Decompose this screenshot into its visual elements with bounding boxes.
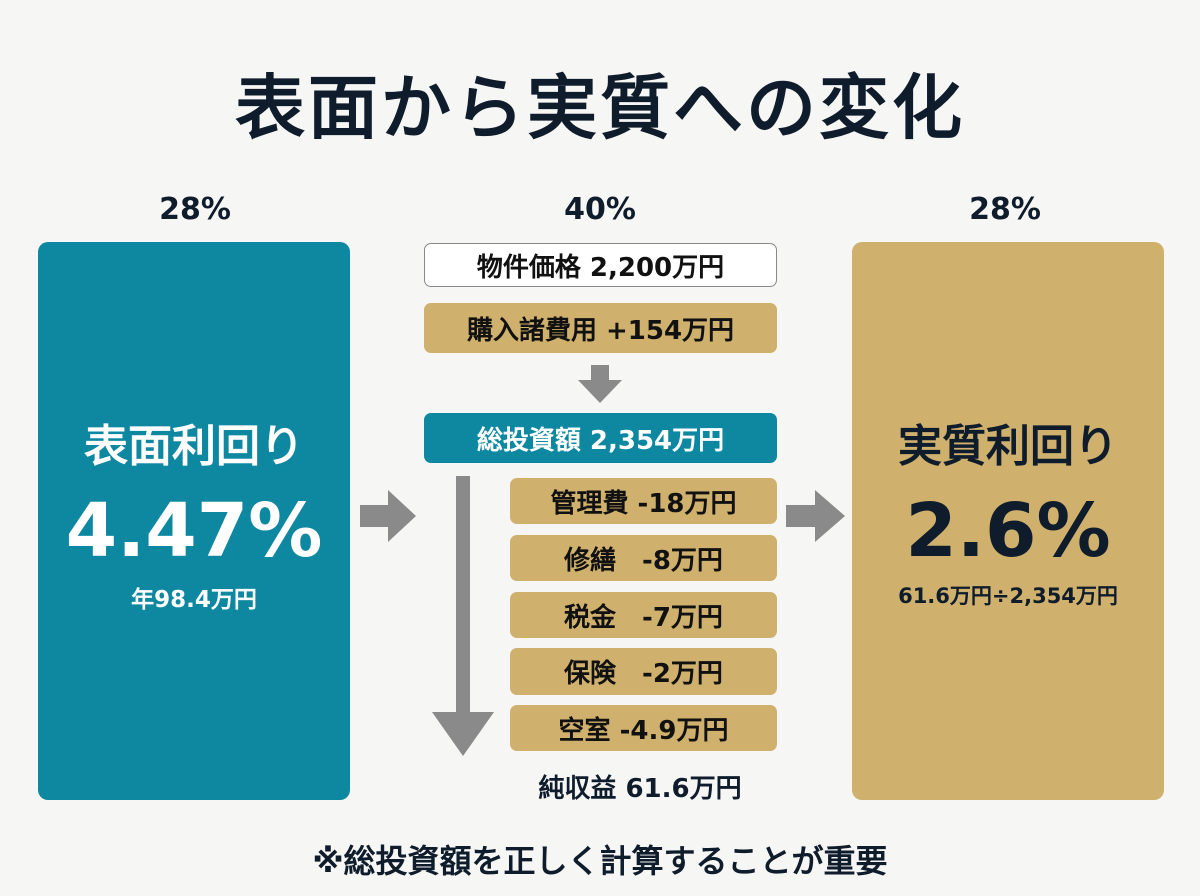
surface-yield-value: 4.47% (65, 488, 323, 574)
expense-tax: 税金 -7万円 (510, 592, 777, 638)
arrow-down-long-icon (432, 476, 494, 756)
percent-label-left: 28% (159, 192, 231, 227)
expense-repair: 修繕 -8万円 (510, 535, 777, 581)
real-yield-label: 実質利回り (898, 421, 1118, 472)
expense-management: 管理費 -18万円 (510, 478, 777, 524)
real-yield-box: 実質利回り 2.6% 61.6万円÷2,354万円 (852, 242, 1164, 800)
expense-vacancy: 空室 -4.9万円 (510, 705, 777, 751)
real-yield-sub: 61.6万円÷2,354万円 (898, 584, 1118, 608)
purchase-costs-box: 購入諸費用 +154万円 (424, 303, 777, 353)
percent-label-right: 28% (969, 192, 1041, 227)
arrow-right-right-icon (786, 490, 845, 542)
surface-yield-sub: 年98.4万円 (131, 587, 257, 613)
net-income: 純収益 61.6万円 (538, 774, 742, 804)
arrow-down-small-icon (578, 365, 622, 403)
surface-yield-label: 表面利回り (84, 421, 304, 472)
footnote: ※総投資額を正しく計算することが重要 (312, 842, 888, 880)
page-title: 表面から実質への変化 (235, 67, 965, 149)
surface-yield-box: 表面利回り 4.47% 年98.4万円 (38, 242, 350, 800)
arrow-right-left-icon (360, 490, 416, 542)
real-yield-value: 2.6% (905, 488, 1111, 574)
percent-label-center: 40% (564, 192, 636, 227)
total-investment-box: 総投資額 2,354万円 (424, 413, 777, 463)
expense-insurance: 保険 -2万円 (510, 648, 777, 695)
price-box: 物件価格 2,200万円 (424, 243, 777, 287)
